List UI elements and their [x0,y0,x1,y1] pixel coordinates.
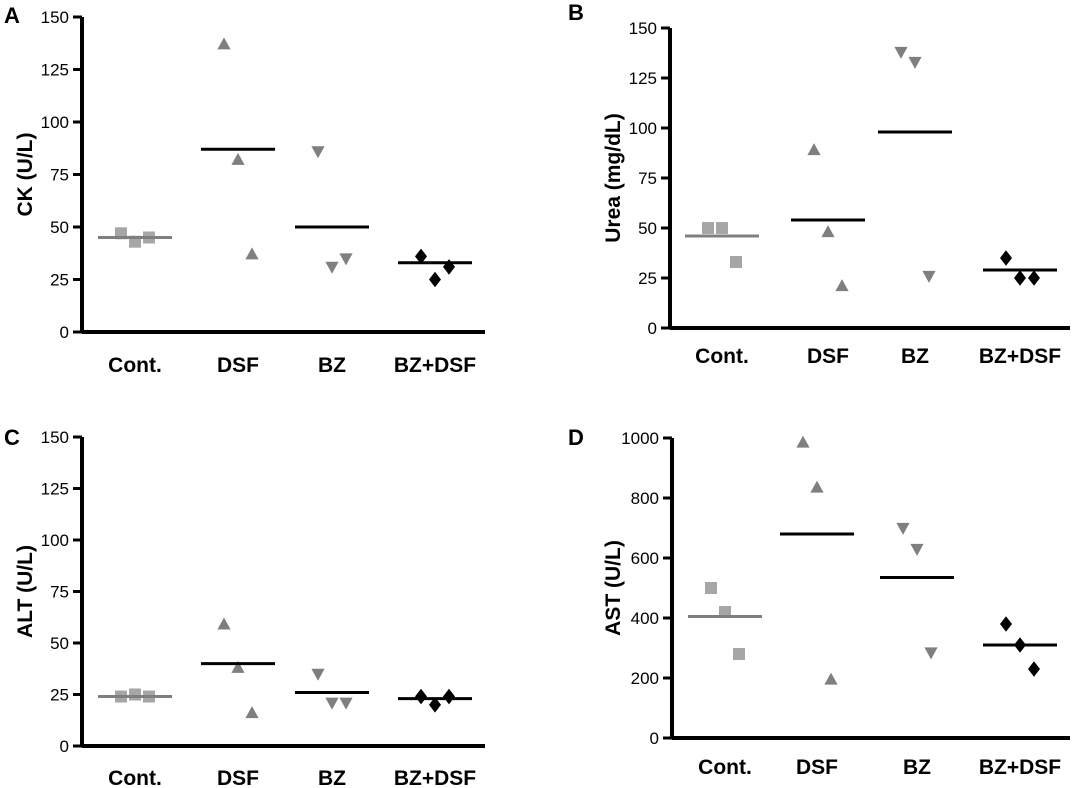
x-category-label: BZ [318,354,346,377]
data-point-dsf [245,247,259,260]
data-point-cont [129,688,141,701]
y-tick-label: 25 [50,686,69,705]
data-point-bz [311,146,325,159]
x-category-label: BZ [901,345,929,368]
data-point-bz [908,56,922,69]
data-point-bz-plus-dsf [1014,270,1026,286]
y-tick-label: 0 [60,737,69,756]
data-point-cont [705,582,717,594]
data-point-bz [339,697,353,710]
y-tick-label: 50 [50,218,69,237]
y-tick-label: 150 [629,19,657,38]
data-point-bz [311,668,325,681]
data-point-dsf [231,152,245,165]
y-tick-label: 800 [631,489,659,508]
data-point-dsf [835,279,849,292]
data-point-bz [339,253,353,266]
x-category-label: Cont. [698,756,752,779]
y-tick-label: 100 [41,113,69,132]
data-point-bz [894,46,908,59]
x-category-label: DSF [807,345,849,368]
y-axis-label: Urea (mg/dL) [602,113,625,243]
data-point-bz [924,647,938,660]
x-category-label: BZ+DSF [979,345,1061,368]
x-category-label: BZ+DSF [979,756,1061,779]
y-tick-label: 75 [638,169,657,188]
data-point-dsf [807,143,821,156]
data-point-bz-plus-dsf [443,688,455,705]
y-tick-label: 100 [629,119,657,138]
data-point-bz [325,697,339,710]
panel-letter: D [568,425,584,450]
data-point-dsf [796,435,810,448]
panel-A: A 0 25 50 75 100 125 150 CK (U/L) Cont. DSF BZ BZ+DS… [4,3,485,377]
y-tick-label: 125 [41,480,69,499]
y-tick-label: 600 [631,549,659,568]
y-axis-label: ALT (U/L) [14,545,37,638]
data-point-cont [716,222,728,234]
y-tick-label: 50 [50,634,69,653]
x-category-label: Cont. [108,767,162,788]
data-point-bz-plus-dsf [1000,616,1012,632]
y-tick-label: 25 [50,271,69,290]
x-category-label: Cont. [695,345,749,368]
panel-B: B 0 25 50 75 100 125 150 Urea (mg/dL) Cont. DSF BZ B… [568,0,1070,368]
y-axis-label: CK (U/L) [14,133,37,217]
data-point-bz-plus-dsf [1028,270,1040,286]
x-category-label: BZ+DSF [394,354,476,377]
data-point-bz-plus-dsf [415,688,427,705]
y-tick-label: 125 [41,61,69,80]
panel-letter: B [568,0,584,25]
data-point-bz [922,270,936,283]
data-point-bz [325,261,339,274]
data-point-cont [730,256,742,268]
y-tick-label: 100 [41,531,69,550]
data-point-bz-plus-dsf [1000,250,1012,266]
y-tick-label: 200 [631,669,659,688]
data-point-dsf [231,660,245,673]
data-point-cont [702,222,714,234]
x-category-label: Cont. [108,354,162,377]
y-tick-label: 25 [638,269,657,288]
data-point-bz-plus-dsf [415,248,427,265]
data-point-bz-plus-dsf [429,697,441,713]
data-point-bz [896,522,910,535]
data-point-bz-plus-dsf [1028,661,1040,677]
x-category-label: BZ+DSF [394,767,476,788]
panel-C: C 0 25 50 75 100 125 150 ALT (U/L) Cont. DSF BZ BZ+D… [4,425,485,788]
data-point-dsf [217,37,231,50]
y-tick-label: 75 [50,583,69,602]
x-category-label: DSF [217,354,259,377]
data-point-dsf [245,706,259,719]
x-category-label: DSF [796,756,838,779]
y-tick-label: 75 [50,166,69,185]
y-axis-label: AST (U/L) [602,540,625,636]
data-point-dsf [810,480,824,493]
panel-D: D 0 200 400 600 800 1000 AST (U/L) Cont. DSF BZ BZ+… [568,425,1070,779]
y-tick-label: 0 [648,319,657,338]
data-point-cont [733,648,745,660]
data-point-dsf [821,225,835,238]
data-point-dsf [217,617,231,630]
x-category-label: DSF [217,767,259,788]
y-tick-label: 1000 [621,429,659,448]
data-point-bz [910,543,924,556]
y-tick-label: 50 [638,219,657,238]
panel-letter: C [4,425,20,450]
data-point-dsf [824,672,838,685]
y-tick-label: 400 [631,609,659,628]
y-tick-label: 150 [41,8,69,27]
y-tick-label: 0 [60,323,69,342]
x-category-label: BZ [903,756,931,779]
y-tick-label: 150 [41,428,69,447]
y-tick-label: 125 [629,69,657,88]
data-point-bz-plus-dsf [429,271,441,288]
y-tick-label: 0 [650,729,659,748]
panel-letter: A [4,3,20,28]
x-category-label: BZ [318,767,346,788]
